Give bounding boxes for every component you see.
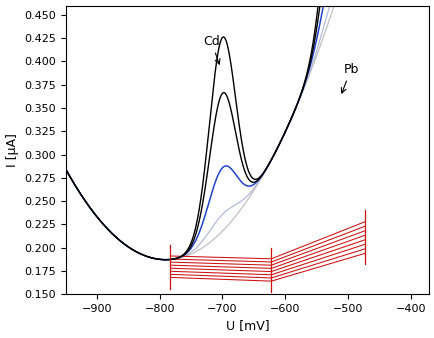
Text: Cd: Cd xyxy=(202,35,220,64)
Y-axis label: I [µA]: I [µA] xyxy=(6,133,19,167)
Text: Pb: Pb xyxy=(341,63,358,93)
X-axis label: U [mV]: U [mV] xyxy=(225,319,269,333)
